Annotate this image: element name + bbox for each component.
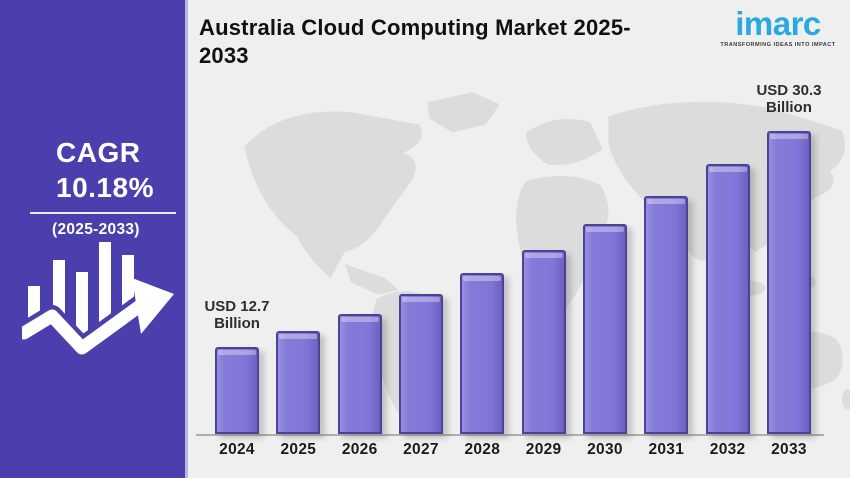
x-tick-2027: 2027	[403, 441, 439, 458]
bar-top-highlight	[647, 199, 686, 205]
bar-chart: 2024 2025 2026 2027 2028 2029 2030 2031 2032 2033…	[188, 0, 850, 478]
cagr-label: CAGR	[56, 137, 141, 168]
bar-top-highlight	[218, 350, 256, 355]
bar-top-highlight	[708, 167, 747, 173]
x-tick-2033: 2033	[771, 441, 807, 458]
chart-panel: Australia Cloud Computing Market 2025-20…	[188, 0, 850, 478]
cagr-block: CAGR 10.18% (2025-2033)	[30, 137, 176, 239]
bar-2026	[337, 313, 382, 434]
bar-2033	[766, 131, 811, 434]
sidebar-edge-divider	[185, 0, 188, 478]
x-tick-2029: 2029	[525, 441, 562, 458]
bar-top-highlight	[279, 334, 318, 340]
bar-top-highlight	[401, 297, 440, 303]
bar-2025	[276, 331, 321, 434]
x-tick-2030: 2030	[587, 441, 623, 458]
bar-top-highlight	[585, 227, 624, 233]
bar-2027	[398, 294, 443, 434]
bar-chart-growth-arrow-icon	[22, 242, 174, 359]
bar-2029	[521, 250, 566, 434]
cagr-sidebar: CAGR 10.18% (2025-2033)	[0, 0, 188, 478]
bar-2024	[215, 347, 259, 434]
cagr-divider	[30, 212, 176, 214]
x-tick-2028: 2028	[464, 441, 501, 458]
imarc-logo: imarc TRANSFORMING IDEAS INTO IMPACT	[718, 5, 838, 49]
bar-top-highlight	[769, 134, 808, 139]
cagr-value: 10.18%	[56, 172, 154, 204]
x-axis-line	[196, 434, 824, 436]
cagr-period: (2025-2033)	[52, 220, 140, 238]
bar-2031	[644, 196, 689, 434]
bar-top-highlight	[463, 276, 502, 282]
bar-value-label-2024: USD 12.7 Billion	[204, 298, 270, 333]
page-title: Australia Cloud Computing Market 2025-20…	[199, 15, 631, 68]
bar-2028	[460, 273, 505, 434]
bar-2030	[582, 224, 627, 434]
bar-top-highlight	[524, 253, 563, 259]
imarc-logo-tagline: TRANSFORMING IDEAS INTO IMPACT	[720, 42, 836, 49]
x-tick-2025: 2025	[280, 441, 317, 458]
bar-top-highlight	[340, 316, 379, 322]
x-tick-2026: 2026	[341, 441, 378, 458]
imarc-logo-text: imarc	[735, 5, 821, 42]
x-tick-2031: 2031	[648, 441, 685, 458]
bar-2032	[705, 164, 750, 434]
bar-value-label-2033: USD 30.3 Billion	[756, 82, 822, 117]
x-tick-2024: 2024	[219, 441, 255, 458]
x-tick-2032: 2032	[709, 441, 746, 458]
